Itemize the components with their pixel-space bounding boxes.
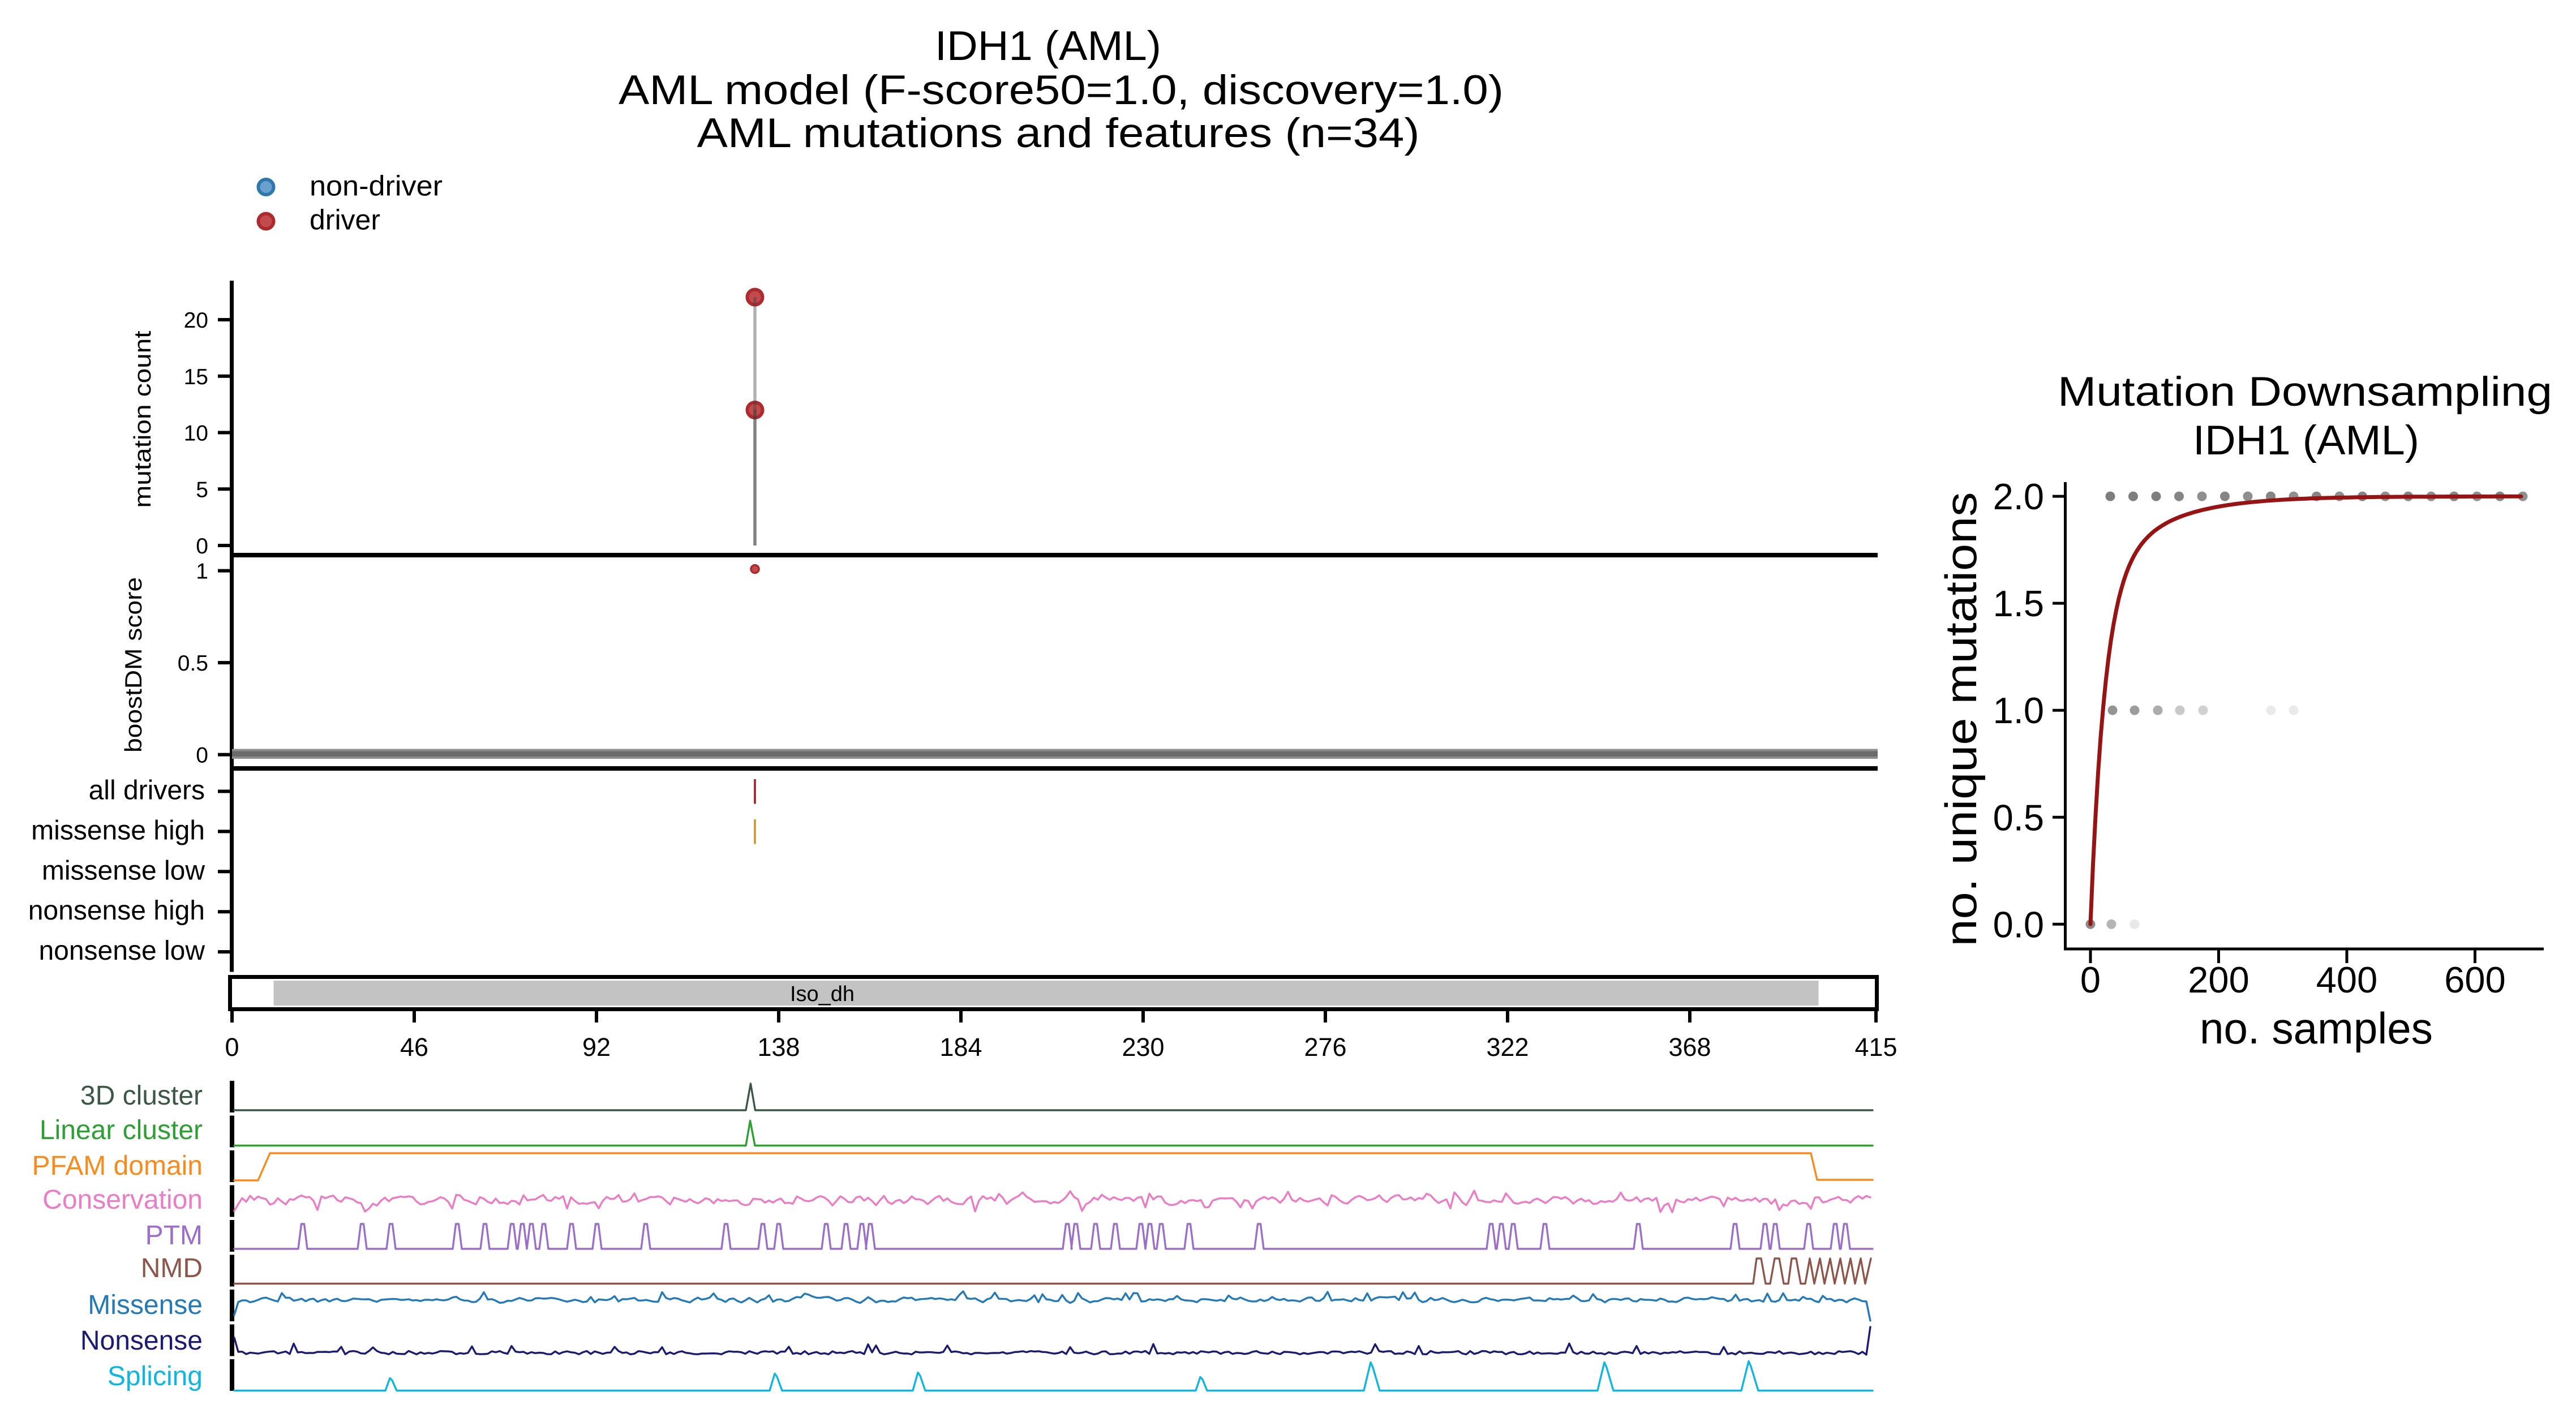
svg-text:0: 0 (2080, 959, 2101, 1000)
svg-text:92: 92 (582, 1033, 611, 1062)
svg-text:10: 10 (184, 422, 208, 446)
svg-text:mutation count: mutation count (129, 330, 156, 508)
svg-text:no. samples: no. samples (2200, 1003, 2433, 1053)
svg-text:322: 322 (1486, 1033, 1529, 1062)
svg-text:PFAM domain: PFAM domain (32, 1151, 203, 1181)
svg-text:0.5: 0.5 (178, 651, 208, 676)
svg-text:driver: driver (310, 204, 380, 235)
svg-text:Conservation: Conservation (42, 1185, 203, 1215)
svg-text:0.0: 0.0 (1993, 904, 2044, 945)
svg-text:15: 15 (184, 365, 208, 389)
svg-text:Splicing: Splicing (108, 1361, 203, 1391)
svg-text:1.5: 1.5 (1993, 583, 2044, 624)
svg-text:138: 138 (757, 1033, 800, 1062)
svg-text:PTM: PTM (145, 1221, 203, 1251)
svg-text:Iso_dh: Iso_dh (790, 982, 855, 1006)
svg-text:3D cluster: 3D cluster (80, 1081, 203, 1111)
svg-text:20: 20 (184, 308, 208, 333)
svg-text:368: 368 (1668, 1033, 1711, 1062)
svg-text:0.5: 0.5 (1993, 797, 2044, 838)
svg-text:nonsense low: nonsense low (38, 936, 205, 966)
svg-text:boostDM score: boostDM score (120, 577, 147, 753)
svg-text:200: 200 (2188, 959, 2249, 1000)
svg-text:600: 600 (2444, 959, 2505, 1000)
svg-text:Linear cluster: Linear cluster (40, 1115, 203, 1145)
svg-text:1.0: 1.0 (1993, 690, 2044, 731)
svg-text:276: 276 (1304, 1033, 1346, 1062)
svg-text:nonsense high: nonsense high (28, 896, 205, 926)
svg-text:non-driver: non-driver (310, 170, 443, 201)
svg-text:184: 184 (939, 1033, 982, 1062)
svg-text:5: 5 (196, 478, 208, 502)
svg-text:Missense: Missense (88, 1290, 203, 1320)
svg-text:Nonsense: Nonsense (80, 1326, 203, 1356)
svg-text:IDH1 (AML): IDH1 (AML) (935, 23, 1161, 69)
svg-text:NMD: NMD (141, 1253, 203, 1283)
svg-text:Mutation Downsampling: Mutation Downsampling (2058, 369, 2552, 415)
svg-text:230: 230 (1122, 1033, 1164, 1062)
svg-text:1: 1 (196, 560, 208, 584)
svg-text:IDH1 (AML): IDH1 (AML) (2193, 418, 2419, 463)
svg-text:AML mutations and features (n=: AML mutations and features (n=34) (697, 110, 1420, 156)
svg-text:0: 0 (196, 744, 208, 768)
svg-text:no. unique mutations: no. unique mutations (1936, 492, 1986, 947)
svg-text:missense high: missense high (31, 815, 205, 845)
svg-text:0: 0 (225, 1033, 239, 1062)
svg-text:400: 400 (2316, 959, 2377, 1000)
svg-text:46: 46 (400, 1033, 428, 1062)
svg-text:AML model (F-score50=1.0, disc: AML model (F-score50=1.0, discovery=1.0) (619, 67, 1504, 113)
svg-text:415: 415 (1854, 1033, 1897, 1062)
svg-text:all drivers: all drivers (89, 776, 205, 806)
svg-text:2.0: 2.0 (1993, 476, 2044, 517)
svg-text:missense low: missense low (42, 856, 205, 886)
svg-text:0: 0 (196, 534, 208, 559)
